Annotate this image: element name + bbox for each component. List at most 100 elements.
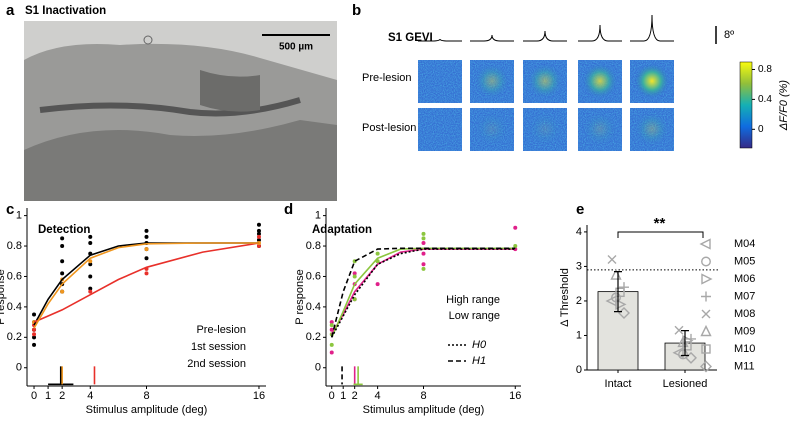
data-point [60,236,65,241]
y-tick-label: 0.6 [306,270,321,282]
gevi-response [527,111,563,147]
data-point [32,327,37,332]
gevi-response [582,63,618,99]
y-tick-label: 2 [576,295,582,307]
scale-label: 500 µm [279,42,313,53]
stimulus-waveform [418,38,462,42]
data-point [375,282,380,287]
colorbar-tick-label: 0 [758,124,764,135]
data-point [256,228,261,233]
colorbar-tick-label: 0.4 [758,94,772,105]
y-tick-label: 0.8 [7,240,22,252]
legend-label: Low range [449,310,500,322]
x-axis-label: Stimulus amplitude (deg) [363,404,485,416]
gevi-response [634,111,670,147]
x-tick-label: 8 [143,390,149,402]
legend-label: M11 [734,360,755,372]
mouse-marker [701,344,711,354]
y-tick-label: 0 [576,364,582,376]
legend-label: M10 [734,343,755,355]
x-tick-label: 16 [509,390,521,402]
mouse-marker [700,324,712,337]
x-tick-label: 1 [45,390,51,402]
legend-label: H0 [472,339,487,351]
stimulus-waveform [630,14,674,42]
data-point [144,247,149,252]
data-point [88,240,93,245]
mouse-marker [674,325,684,335]
data-point [256,234,261,239]
data-point [352,271,357,276]
y-axis-label: P response [294,269,306,324]
x-tick-label: 16 [253,390,265,402]
gevi-response [527,63,563,99]
data-point [421,240,426,245]
data-point [256,222,261,227]
data-point [421,236,426,241]
mouse-marker [701,291,711,302]
legend-label: M09 [734,325,755,337]
data-point [352,297,357,302]
y-tick-label: 4 [576,226,582,238]
mouse-marker [701,256,711,267]
data-point [256,231,261,236]
colorbar [739,61,753,149]
data-point [60,244,65,249]
data-point [32,312,37,317]
data-point [88,259,93,264]
data-point [32,335,37,340]
data-point [329,320,334,325]
data-point [421,266,426,271]
y-axis-label: Δ Threshold [559,268,571,327]
scale-label: 8º [724,29,734,41]
y-tick-label: 1 [16,210,22,222]
significance-label: ** [654,215,666,232]
gevi-response [582,111,618,147]
stimulus-waveform [470,34,514,42]
data-point [144,234,149,239]
data-point [329,350,334,355]
x-tick-label: 1 [340,390,346,402]
legend-label: M08 [734,308,755,320]
data-point [421,262,426,267]
x-tick-label: 4 [87,390,93,402]
data-point [88,289,93,294]
data-point [144,271,149,276]
panel-title: Detection [38,224,90,236]
fit-curve [33,242,259,326]
data-point [513,244,518,249]
mouse-marker [701,273,713,285]
x-tick-label: 8 [420,390,426,402]
legend-label: M05 [734,255,755,267]
x-tick-label: 2 [59,390,65,402]
row-label: Pre-lesion [362,72,412,84]
legend-label: 2nd session [187,358,246,370]
legend-label: High range [446,294,500,306]
legend-label: M04 [734,238,755,250]
data-point [513,225,518,230]
y-tick-label: 3 [576,260,582,272]
data-point [88,234,93,239]
fit-curve [330,247,516,338]
legend-label: M07 [734,290,755,302]
panel-title: Adaptation [312,224,372,236]
data-point [60,289,65,294]
y-tick-label: 1 [576,329,582,341]
data-point [256,237,261,242]
colorbar-tick-label: 0.8 [758,64,772,75]
y-tick-label: 0.8 [306,240,321,252]
mouse-marker [615,287,625,298]
data-point [88,274,93,279]
x-tick-label: Intact [605,378,632,390]
y-tick-label: 0.4 [7,301,22,313]
mouse-marker [700,360,712,373]
data-point [88,262,93,267]
x-tick-label: 0 [31,390,37,402]
y-tick-label: 0.2 [306,331,321,343]
significance-bracket [617,231,704,238]
data-point [144,256,149,261]
mouse-marker [682,341,692,351]
